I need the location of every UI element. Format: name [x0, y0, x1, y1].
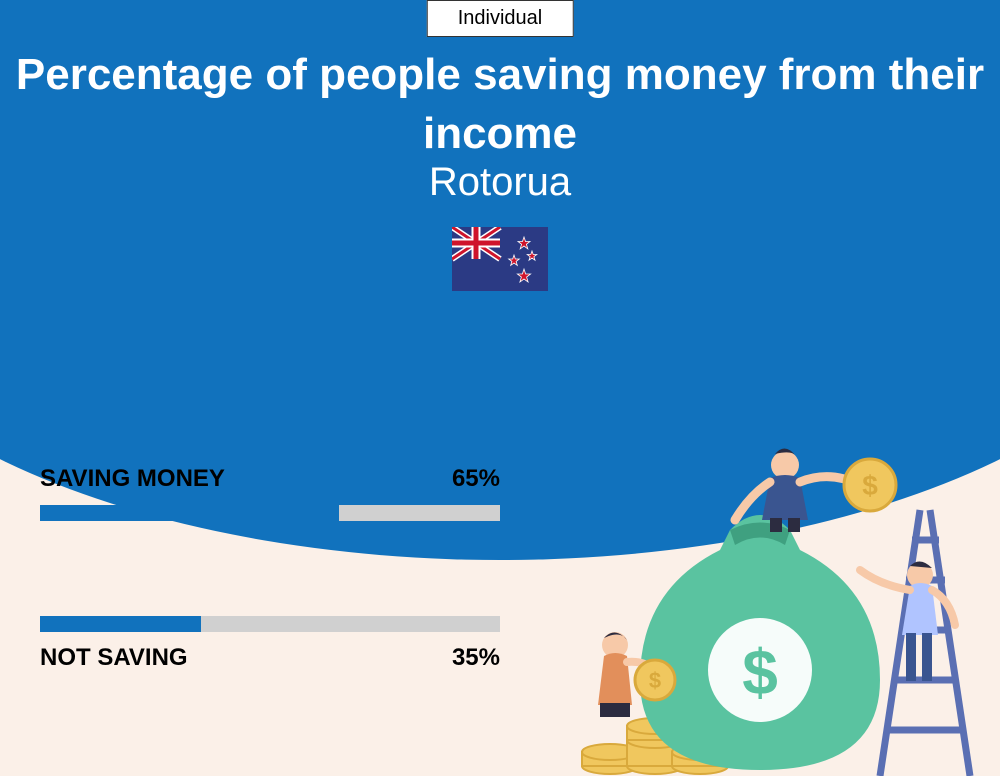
page-title: Percentage of people saving money from t… [0, 45, 1000, 164]
bar-fill [40, 505, 339, 521]
nz-flag-icon [452, 227, 548, 291]
svg-text:$: $ [742, 636, 778, 708]
bar-fill [40, 616, 201, 632]
bar-value: 65% [452, 465, 500, 493]
bar-label: NOT SAVING [40, 644, 188, 672]
bar-not-saving: NOT SAVING 35% [40, 616, 500, 672]
svg-text:$: $ [649, 668, 661, 693]
svg-text:$: $ [862, 470, 878, 501]
bar-track [40, 505, 500, 521]
savings-illustration: $ $ $ [560, 430, 990, 776]
location-subtitle: Rotorua [0, 160, 1000, 205]
bar-chart: SAVING MONEY 65% NOT SAVING 35% [40, 465, 500, 767]
money-bag-icon: $ [640, 515, 880, 770]
bar-saving: SAVING MONEY 65% [40, 465, 500, 521]
bar-label: SAVING MONEY [40, 465, 225, 493]
bar-track [40, 616, 500, 632]
bar-value: 35% [452, 644, 500, 672]
category-badge: Individual [427, 0, 574, 37]
